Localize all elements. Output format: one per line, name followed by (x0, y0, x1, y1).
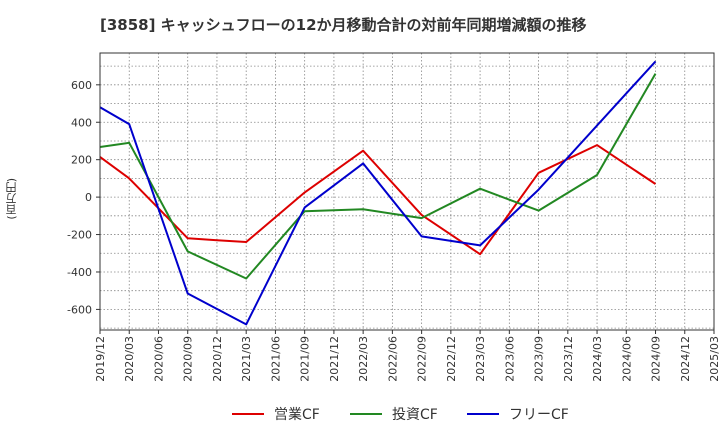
x-tick-label: 2023/03 (474, 336, 487, 382)
x-tick-label: 2022/03 (357, 336, 370, 382)
x-tick-label: 2023/12 (562, 336, 575, 382)
x-tick-label: 2020/12 (211, 336, 224, 382)
x-tick-label: 2021/03 (240, 336, 253, 382)
x-tick-label: 2023/06 (503, 336, 516, 382)
series-line (99, 73, 657, 280)
x-tick-label: 2020/06 (152, 336, 165, 382)
series-line (99, 144, 657, 256)
x-tick-label: 2022/09 (416, 336, 429, 382)
x-tick-label: 2020/09 (182, 336, 195, 382)
x-tick-label: 2019/12 (94, 336, 107, 382)
y-tick-label: 200 (71, 154, 92, 167)
x-tick-label: 2024/12 (679, 336, 692, 382)
x-tick-label: 2021/12 (328, 336, 341, 382)
x-tick-label: 2020/03 (123, 336, 136, 382)
legend: 営業CF 投資CF フリーCF (232, 407, 569, 423)
y-tick-label: 0 (85, 191, 92, 204)
x-tick-label: 2023/09 (533, 336, 546, 382)
y-tick-label: -600 (67, 303, 92, 316)
x-tick-label: 2021/09 (299, 336, 312, 382)
legend-label: フリーCF (509, 407, 569, 423)
legend-label: 投資CF (392, 407, 438, 423)
y-tick-label: 600 (71, 79, 92, 92)
y-tick-label: 400 (71, 116, 92, 129)
x-tick-label: 2021/06 (269, 336, 282, 382)
x-tick-label: 2024/06 (620, 336, 633, 382)
y-tick-label: -400 (67, 266, 92, 279)
legend-label: 営業CF (274, 407, 320, 423)
grid-layer (100, 53, 714, 330)
x-tick-label: 2024/03 (591, 336, 604, 382)
x-tick-label: 2022/06 (386, 336, 399, 382)
y-tick-layer: 600 400 200 0 -200 -400 -600 (67, 79, 100, 316)
x-tick-label: 2024/09 (650, 336, 663, 382)
series-layer (99, 60, 657, 326)
x-tick-layer: 2019/12 2020/03 2020/06 2020/09 2020/12 2021/… (94, 330, 720, 382)
x-tick-label: 2022/12 (445, 336, 458, 382)
chart-title: [3858] キャッシュフローの12か月移動合計の対前年同期増減額の推移 (100, 16, 587, 34)
series-line (99, 60, 657, 326)
y-tick-label: -200 (67, 229, 92, 242)
plot-frame (99, 52, 715, 331)
x-tick-label: 2025/03 (708, 336, 720, 382)
